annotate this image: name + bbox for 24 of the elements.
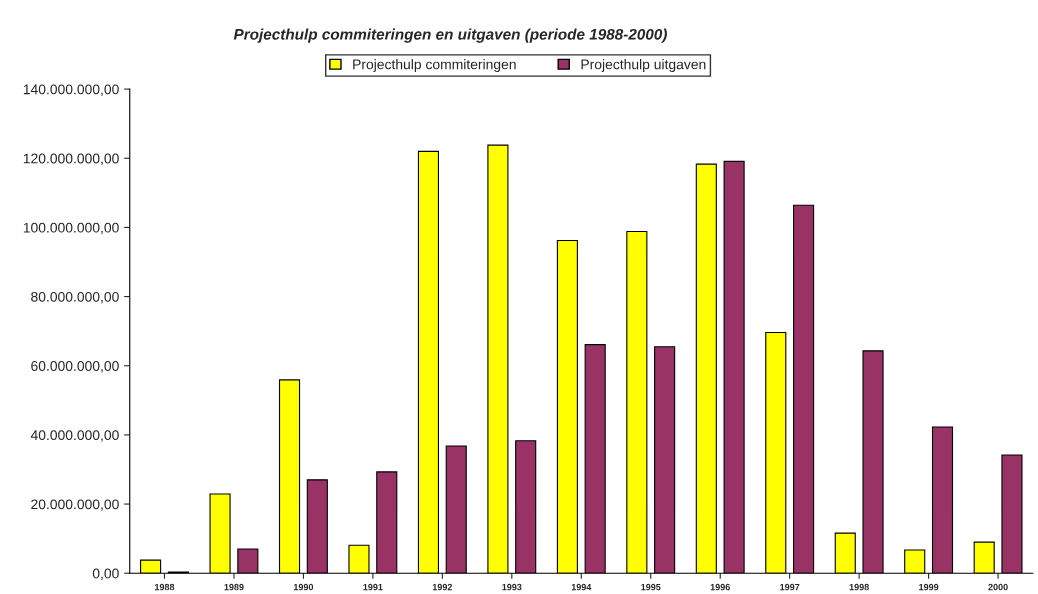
legend-label: Projecthulp uitgaven — [581, 59, 706, 73]
y-tick-label: 20.000.000,00 — [31, 499, 119, 511]
y-tick-label: 60.000.000,00 — [31, 361, 119, 373]
y-tick-label: 100.000.000,00 — [23, 222, 119, 235]
x-tick-label: 1988 — [155, 583, 175, 591]
x-tick-label: 1999 — [919, 583, 939, 591]
x-tick-label: 1995 — [641, 583, 661, 591]
x-tick-label: 1997 — [780, 583, 800, 591]
x-tick-label: 1992 — [432, 583, 453, 591]
x-tick-label: 2000 — [988, 583, 1008, 591]
y-tick-label: 40.000.000,00 — [30, 430, 119, 442]
y-tick-label: 80.000.000,00 — [31, 291, 119, 304]
y-tick-label: 140.000.000,00 — [23, 84, 119, 96]
x-tick-label: 1993 — [502, 583, 522, 591]
x-tick-label: 1994 — [571, 583, 592, 591]
legend-label: Projecthulp commiteringen — [353, 59, 516, 73]
x-tick-label: 1989 — [224, 583, 244, 591]
y-tick-label: 0,00 — [92, 568, 119, 581]
chart-title: Projecthulp commiteringen en uitgaven (periode 1988-2000) — [233, 28, 667, 43]
x-tick-label: 1996 — [710, 583, 730, 591]
x-tick-label: 1990 — [293, 583, 314, 591]
y-tick-label: 120.000.000,00 — [23, 153, 119, 166]
x-tick-label: 1991 — [363, 583, 383, 591]
x-tick-label: 1998 — [849, 583, 869, 591]
